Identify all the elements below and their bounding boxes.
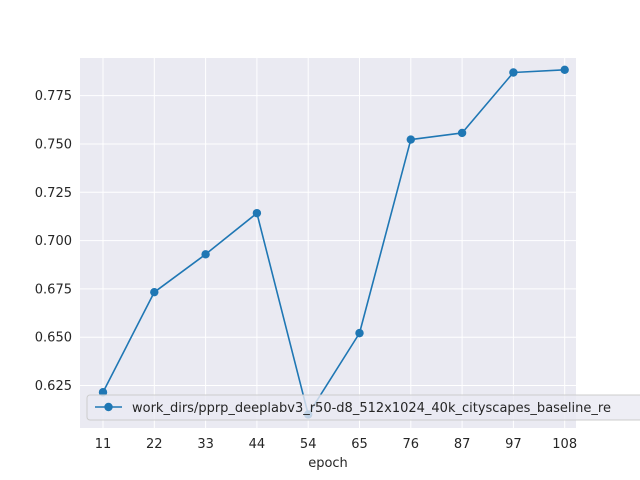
data-point xyxy=(98,388,108,397)
plot-area xyxy=(80,58,576,428)
x-tick-label: 22 xyxy=(146,437,163,452)
x-axis-label: epoch xyxy=(308,456,348,471)
legend-box xyxy=(86,394,640,421)
data-point xyxy=(509,68,518,77)
data-point xyxy=(150,287,159,297)
legend: work_dirs/pprp_deeplabv3_r50-d8_512x1024… xyxy=(86,394,640,421)
x-tick-label: 87 xyxy=(454,437,471,452)
x-tick-label: 76 xyxy=(403,437,420,452)
data-point xyxy=(252,208,262,218)
grid-lines xyxy=(80,58,576,428)
data-point xyxy=(457,128,467,138)
x-tick-label: 97 xyxy=(505,437,522,452)
y-tick-label: 0.725 xyxy=(35,186,72,201)
y-tick-label: 0.650 xyxy=(35,331,72,346)
y-tick-label: 0.700 xyxy=(35,234,72,249)
legend-marker-swatch xyxy=(104,402,113,412)
data-point xyxy=(560,65,569,74)
x-tick-label: 11 xyxy=(95,437,112,452)
series-line xyxy=(102,68,565,416)
y-axis-ticks: 0.625 0.650 0.675 0.700 0.725 0.750 0.775 xyxy=(35,89,72,394)
y-tick-label: 0.750 xyxy=(35,137,72,152)
x-tick-label: 33 xyxy=(197,437,214,452)
data-point xyxy=(201,250,210,259)
legend-series-label: work_dirs/pprp_deeplabv3_r50-d8_512x1024… xyxy=(132,401,611,416)
y-tick-label: 0.675 xyxy=(35,282,72,297)
y-tick-label: 0.775 xyxy=(35,89,72,104)
x-tick-label: 65 xyxy=(351,437,368,452)
x-axis-ticks: 11 22 33 44 54 65 76 87 97 108 xyxy=(95,437,577,452)
x-tick-label: 108 xyxy=(552,437,577,452)
x-tick-label: 54 xyxy=(300,437,317,452)
y-tick-label: 0.625 xyxy=(35,379,72,394)
data-point xyxy=(355,328,364,338)
data-point xyxy=(406,135,415,144)
x-tick-label: 44 xyxy=(249,437,266,452)
